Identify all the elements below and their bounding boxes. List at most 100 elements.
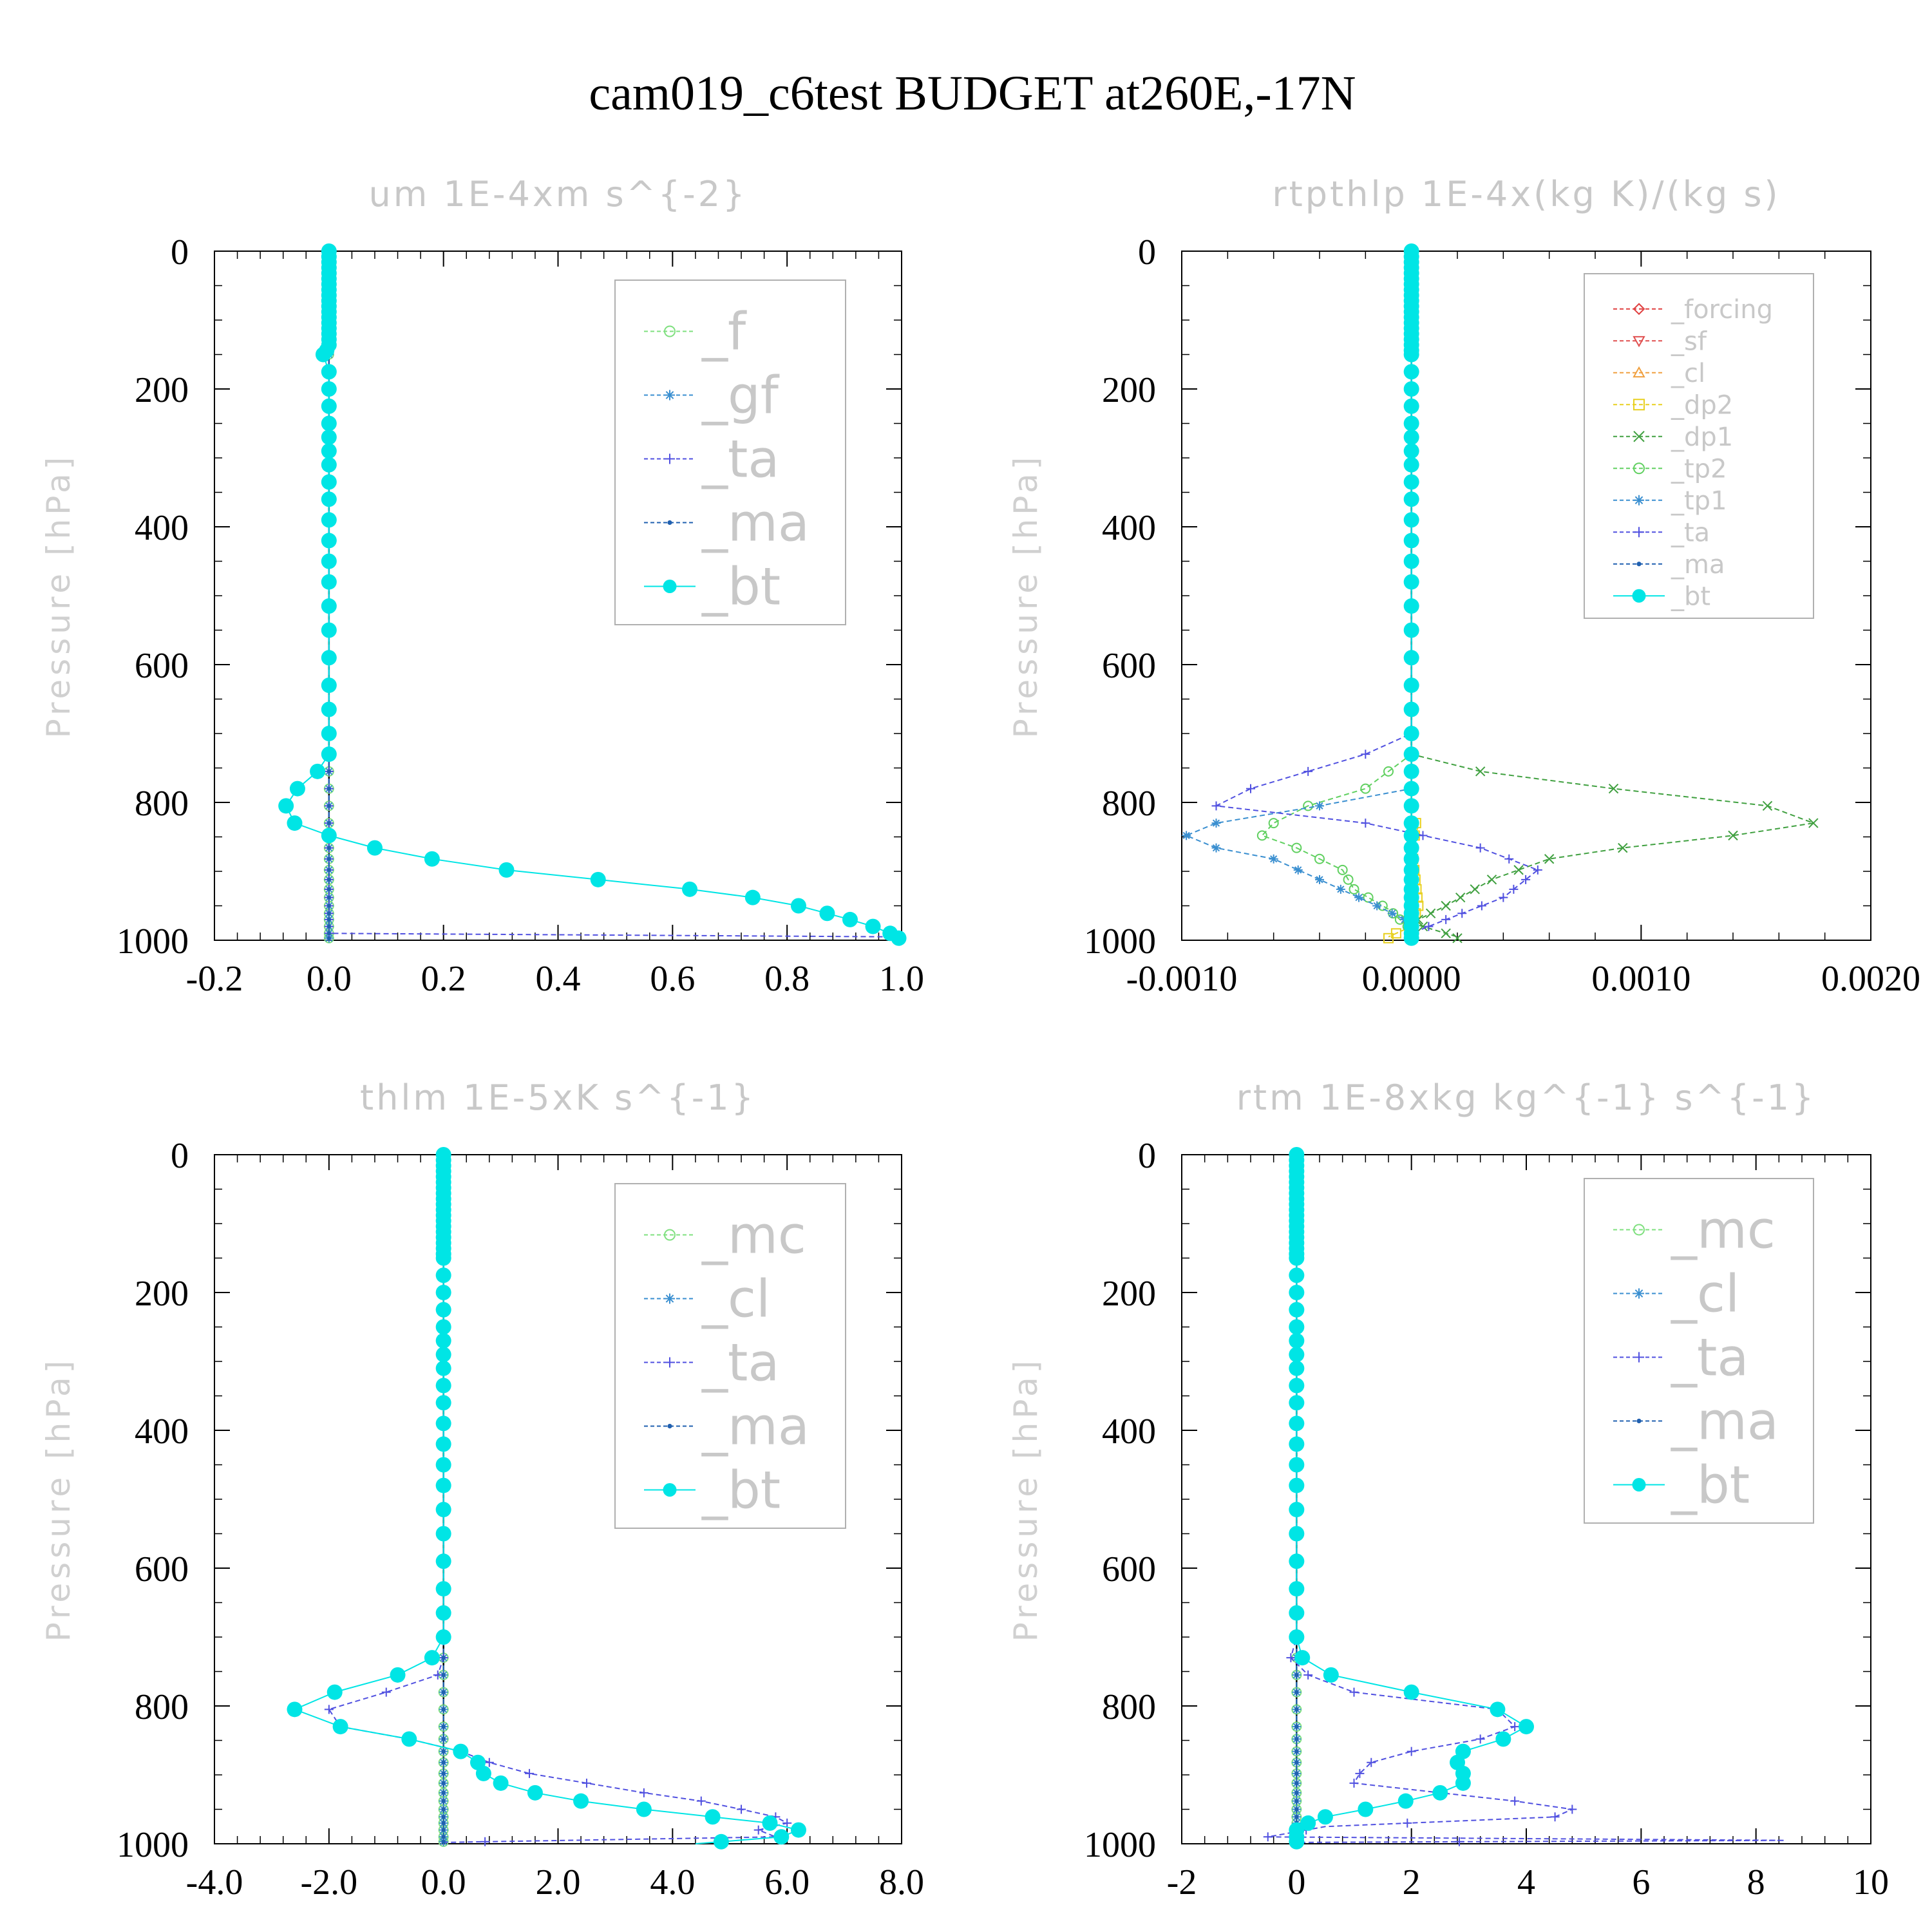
circle-marker [1633, 462, 1645, 475]
bt-marker [424, 851, 440, 867]
dot-marker [327, 911, 331, 916]
x-tick-label: -0.0010 [1126, 959, 1238, 999]
bt-marker [321, 512, 337, 528]
bt-marker [1403, 726, 1419, 741]
bt-marker [636, 1801, 652, 1817]
dot-marker [667, 520, 672, 526]
cross-marker [1728, 830, 1738, 841]
cross-marker [1455, 892, 1466, 903]
figure-title: cam019_c6test BUDGET at260E,-17N [589, 66, 1356, 120]
bt-marker [1403, 398, 1419, 414]
bt-marker [1294, 1650, 1311, 1666]
legend-entry-bt: _bt [1671, 1455, 1750, 1515]
legend-box [1584, 273, 1814, 619]
bt-marker [321, 443, 337, 459]
series-bt [1403, 243, 1419, 946]
y-tick-label: 800 [135, 1687, 189, 1727]
square-marker [1633, 399, 1645, 411]
legend-entry-bt: _bt [701, 1461, 781, 1520]
circle-marker [1268, 818, 1279, 829]
bt-marker [1403, 828, 1419, 844]
x-tick-label: -4.0 [186, 1862, 243, 1902]
bt-marker [321, 415, 337, 431]
dot-marker [327, 887, 331, 891]
y-tick-label: 800 [135, 784, 189, 824]
bt-marker [321, 828, 337, 844]
plus-marker [1634, 1352, 1644, 1363]
bt-marker [1397, 1793, 1414, 1809]
bt-marker [1403, 415, 1419, 431]
dot-marker [441, 1690, 446, 1694]
dot-marker [327, 769, 331, 773]
x-tick-label: 6.0 [764, 1862, 810, 1902]
bt-marker [435, 1416, 451, 1432]
bt-marker [1289, 1629, 1305, 1645]
star-marker [1293, 865, 1303, 875]
bt-marker [1358, 1801, 1374, 1817]
x-tick-label: -2.0 [301, 1862, 358, 1902]
bt-marker [1289, 1347, 1305, 1363]
bt-marker [682, 881, 698, 897]
series-bt [1289, 1147, 1534, 1850]
dot-marker [1294, 1790, 1299, 1795]
y-tick-label: 200 [1102, 1274, 1156, 1314]
bt-marker [1403, 598, 1419, 614]
series-line [1184, 251, 1412, 924]
bt-marker [744, 889, 761, 905]
legend: _mc_cl_ta_ma_bt [614, 1183, 846, 1529]
plus-marker [1509, 884, 1519, 894]
bt-marker [327, 1684, 343, 1700]
chart-panel-3: -4.0 -2.0 0.0 2.0 4.0 6.0 8.0 0 200 400 600 800 1000… [40, 1077, 924, 1902]
dot-marker [1294, 1799, 1299, 1803]
cross-marker [1618, 842, 1628, 853]
cross-marker [1808, 818, 1819, 828]
dot-marker [1294, 1749, 1299, 1754]
bt-marker [713, 1833, 729, 1850]
plus-marker [1457, 909, 1467, 918]
bt-marker [1495, 1731, 1511, 1747]
bt-marker [435, 1285, 451, 1300]
bt-marker [435, 1347, 451, 1363]
bt-marker [842, 911, 858, 927]
bt-marker [435, 1581, 451, 1597]
plus-marker [665, 453, 675, 464]
cross-marker [1762, 800, 1773, 811]
bt-marker [1403, 512, 1419, 528]
star-marker [1211, 843, 1221, 853]
dot-marker [327, 867, 331, 873]
dot-marker [1636, 562, 1642, 567]
dot-marker [327, 931, 331, 936]
cross-marker [1441, 900, 1451, 911]
x-tick-label: 4 [1517, 1862, 1535, 1902]
star-marker [1336, 884, 1345, 894]
y-axis-label: Pressure [hPa] [40, 1357, 77, 1642]
star-marker [1315, 801, 1324, 811]
circle-marker [1349, 884, 1359, 895]
plus-marker [480, 1837, 490, 1846]
bt-marker [1403, 851, 1419, 867]
bt-marker [1289, 1250, 1305, 1266]
plus-marker [1510, 1796, 1520, 1806]
bt-marker [321, 622, 337, 638]
triangle-marker [1633, 366, 1645, 378]
star-marker [1387, 909, 1397, 918]
y-tick-label: 0 [171, 1136, 189, 1176]
chart-panel-2: -0.0010 0.0000 0.0010 0.0020 0 200 400 600 800 10… [1007, 174, 1920, 999]
y-tick-label: 400 [135, 1412, 189, 1452]
bt-marker [321, 574, 337, 590]
plus-marker [1286, 1653, 1296, 1663]
bt-marker [1289, 1378, 1305, 1394]
chart-panel-1: -0.2 0.0 0.2 0.4 0.6 0.8 1.0 0 200 400 600 800 1000 u… [40, 174, 924, 999]
bt-marker [1432, 1785, 1448, 1801]
dot-marker [441, 1781, 446, 1785]
star-marker [1211, 819, 1221, 828]
diamond-marker [1633, 303, 1645, 316]
chart-panel-4: -2 0 2 4 6 8 10 0 200 400 600 800 1000 rtm 1E-8xkg kg… [1007, 1077, 1889, 1902]
legend-entry-mc: _mc [1671, 1200, 1776, 1260]
plus-marker [1424, 922, 1434, 931]
legend-entry-tp1: _tp1 [1671, 486, 1727, 516]
cross-marker [1475, 766, 1486, 777]
x-tick-label: 8.0 [879, 1862, 924, 1902]
bt-marker [1455, 1775, 1471, 1791]
plus-marker [324, 1705, 334, 1714]
